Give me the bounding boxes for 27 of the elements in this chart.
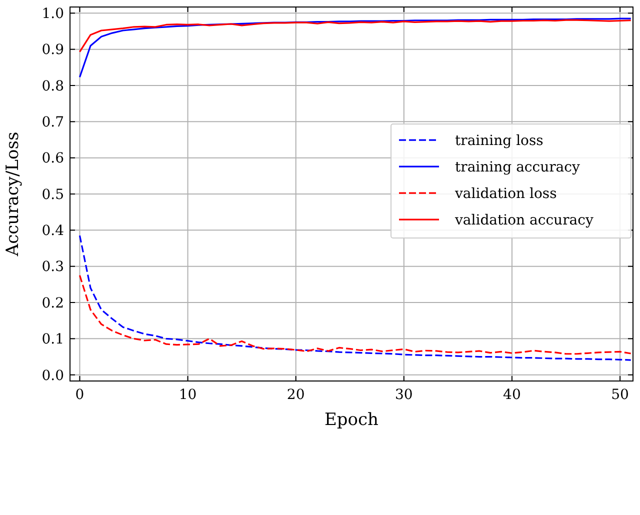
y-tick-label: 0.5 — [42, 186, 64, 203]
x-tick-label: 20 — [286, 387, 305, 403]
y-tick-label: 0.9 — [42, 42, 64, 58]
x-axis-title: Epoch — [324, 410, 379, 430]
x-tick-label: 10 — [178, 387, 197, 403]
y-tick-label: 0.2 — [42, 295, 64, 312]
line-series — [78, 19, 632, 53]
y-tick-label: 0.7 — [42, 114, 64, 131]
x-tick-label: 30 — [394, 387, 413, 403]
y-axis-title: Accuracy/Loss — [3, 132, 23, 258]
x-tick-label: 0 — [75, 387, 84, 403]
y-tick-label: 0.0 — [42, 368, 64, 384]
line-series — [78, 18, 632, 78]
line-series — [78, 274, 632, 355]
y-tick-label: 0.1 — [42, 332, 64, 348]
legend-label: training accuracy — [455, 159, 580, 176]
x-tick-label: 40 — [503, 387, 521, 403]
y-tick-label: 1.0 — [42, 6, 64, 22]
y-tick-label: 0.3 — [42, 259, 64, 276]
x-tick-label: 50 — [611, 387, 629, 403]
y-tick-label: 0.6 — [42, 150, 64, 167]
legend-label: validation accuracy — [454, 212, 594, 228]
y-tick-label: 0.4 — [42, 223, 64, 240]
legend-label: training loss — [455, 132, 544, 149]
legend-label: validation loss — [454, 186, 557, 202]
line-series — [78, 234, 632, 361]
y-tick-label: 0.8 — [42, 78, 64, 94]
